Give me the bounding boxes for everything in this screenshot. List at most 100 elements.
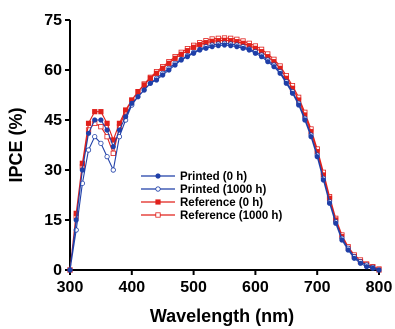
data-point bbox=[203, 45, 209, 51]
data-point bbox=[98, 140, 104, 146]
legend: Printed (0 h)Printed (1000 h)Reference (… bbox=[141, 171, 282, 222]
x-tick-label: 400 bbox=[118, 279, 145, 296]
data-point bbox=[147, 75, 153, 81]
data-point bbox=[345, 247, 351, 253]
data-point bbox=[265, 59, 271, 65]
legend-swatch-marker bbox=[155, 173, 161, 179]
data-point bbox=[135, 94, 141, 100]
data-point bbox=[191, 50, 197, 56]
data-point bbox=[85, 147, 92, 153]
data-point bbox=[98, 109, 104, 115]
data-point bbox=[160, 72, 166, 78]
data-point bbox=[221, 42, 228, 48]
data-point bbox=[197, 47, 203, 53]
data-point bbox=[67, 267, 73, 273]
y-tick-label: 30 bbox=[44, 162, 62, 179]
data-point bbox=[116, 120, 123, 126]
legend-item: Reference (1000 h) bbox=[141, 210, 282, 222]
data-point bbox=[184, 48, 191, 54]
data-point bbox=[234, 44, 240, 50]
data-point bbox=[172, 55, 178, 61]
data-point bbox=[141, 87, 147, 93]
data-point bbox=[160, 65, 166, 71]
data-point bbox=[302, 117, 308, 123]
data-point bbox=[376, 267, 382, 273]
x-tick-label: 500 bbox=[180, 279, 207, 296]
series-line bbox=[69, 42, 380, 271]
legend-label: Reference (1000 h) bbox=[180, 210, 282, 222]
data-point bbox=[258, 54, 265, 60]
y-tick-label: 45 bbox=[44, 112, 62, 129]
data-point bbox=[240, 45, 246, 51]
data-point bbox=[104, 127, 110, 133]
data-point bbox=[326, 200, 333, 206]
data-point bbox=[141, 82, 147, 88]
y-tick-label: 15 bbox=[44, 212, 62, 229]
data-point bbox=[197, 42, 203, 48]
data-point bbox=[339, 237, 345, 243]
data-point bbox=[308, 134, 314, 140]
y-ticks: 0 15 30 45 60 75 bbox=[44, 12, 70, 279]
data-point bbox=[166, 60, 172, 66]
data-point bbox=[252, 50, 258, 56]
axes bbox=[69, 20, 379, 271]
data-point bbox=[178, 57, 184, 63]
data-point bbox=[92, 117, 98, 123]
data-point bbox=[116, 127, 123, 133]
series-0 bbox=[67, 42, 382, 273]
data-point bbox=[129, 100, 135, 106]
data-point bbox=[92, 109, 98, 115]
data-point bbox=[228, 43, 234, 49]
legend-label: Reference (0 h) bbox=[180, 197, 263, 209]
data-point bbox=[184, 54, 191, 60]
legend-item: Reference (0 h) bbox=[141, 197, 263, 209]
data-point bbox=[98, 117, 104, 123]
data-point bbox=[104, 154, 110, 160]
series-1 bbox=[67, 40, 382, 273]
data-point bbox=[110, 144, 116, 150]
data-point bbox=[178, 51, 184, 57]
data-point bbox=[209, 44, 215, 50]
data-point bbox=[135, 89, 141, 95]
data-point bbox=[364, 264, 370, 270]
data-point bbox=[289, 90, 296, 96]
data-point bbox=[79, 167, 85, 173]
y-tick-label: 75 bbox=[44, 12, 62, 29]
x-axis-title: Wavelength (nm) bbox=[150, 306, 294, 326]
data-point bbox=[98, 124, 104, 130]
data-point bbox=[215, 43, 221, 49]
legend-item: Printed (1000 h) bbox=[141, 184, 266, 196]
data-point bbox=[110, 167, 116, 173]
data-point bbox=[314, 154, 320, 160]
data-point bbox=[320, 177, 326, 183]
data-point bbox=[79, 160, 85, 166]
data-point bbox=[370, 265, 376, 271]
legend-item: Printed (0 h) bbox=[141, 171, 247, 183]
data-point bbox=[333, 220, 339, 226]
data-point bbox=[166, 67, 172, 73]
data-point bbox=[85, 130, 92, 136]
data-point bbox=[104, 120, 110, 126]
legend-label: Printed (0 h) bbox=[180, 171, 247, 183]
data-point bbox=[85, 120, 92, 126]
data-point bbox=[283, 80, 289, 86]
series-line bbox=[69, 44, 380, 271]
series-layer bbox=[67, 35, 382, 273]
data-point bbox=[190, 44, 197, 50]
data-point bbox=[351, 255, 357, 261]
data-point bbox=[123, 114, 129, 120]
data-point bbox=[172, 62, 178, 68]
data-point bbox=[92, 134, 98, 140]
x-ticks: 300 400 500 600 700 800 bbox=[57, 270, 393, 296]
data-point bbox=[153, 70, 160, 76]
legend-swatch-marker bbox=[155, 212, 161, 218]
data-point bbox=[123, 107, 129, 113]
x-tick-label: 700 bbox=[304, 279, 331, 296]
series-3 bbox=[67, 35, 382, 273]
data-point bbox=[271, 64, 277, 70]
legend-swatch-marker bbox=[155, 199, 161, 205]
y-tick-label: 60 bbox=[44, 62, 62, 79]
data-point bbox=[153, 77, 160, 83]
x-tick-label: 800 bbox=[366, 279, 393, 296]
